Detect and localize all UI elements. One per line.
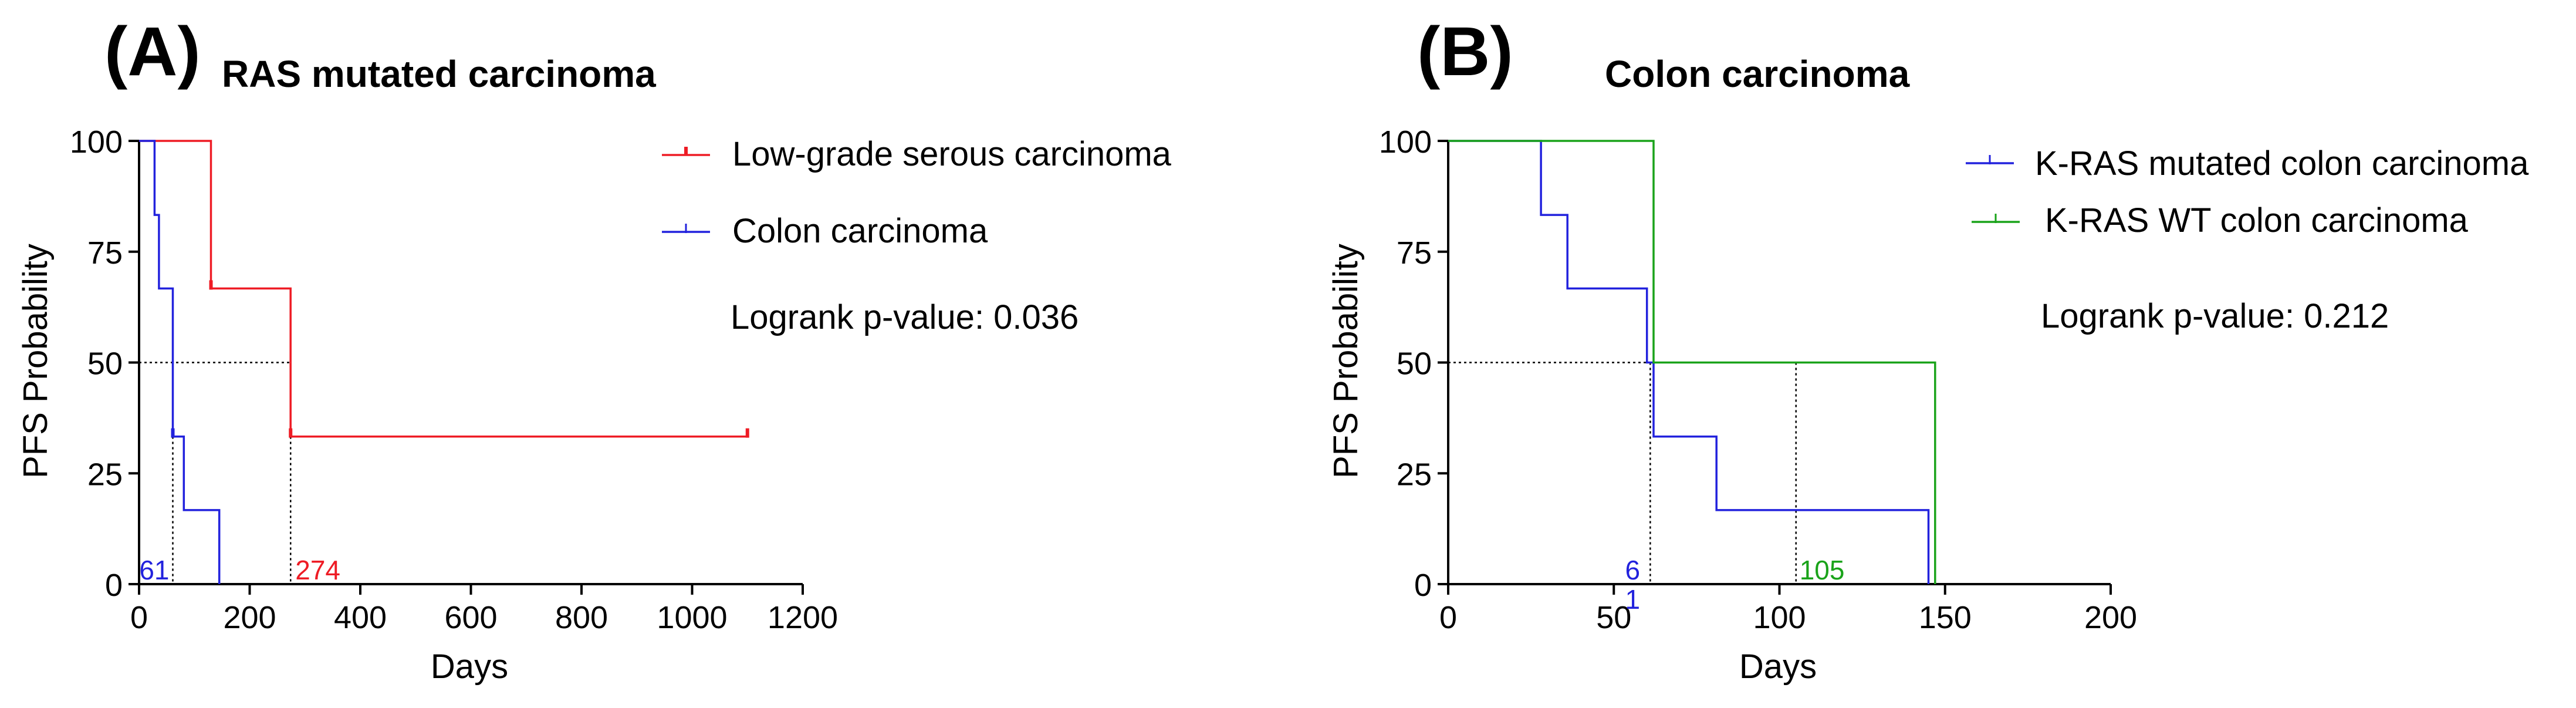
- survival-curve-1: [139, 140, 221, 584]
- x-tick-label: 0: [1439, 600, 1457, 635]
- panel-a-xlabel: Days: [431, 648, 508, 686]
- y-tick-label: 50: [87, 346, 123, 382]
- y-tick-label: 100: [70, 124, 123, 160]
- x-tick-label: 400: [334, 600, 387, 635]
- y-tick-label: 0: [1414, 568, 1432, 603]
- panel-b-logrank-annotation: Logrank p-value: 0.212: [2041, 297, 2389, 335]
- survival-curve-1: [1448, 140, 1936, 584]
- panel-a-survival-curves: [139, 140, 749, 584]
- panel-b-tick-labels: 0 25 50 75 100 0 50 100 150 200: [1379, 124, 2137, 635]
- panel-a-median-reference-lines: [139, 362, 292, 584]
- y-tick-label: 75: [1397, 235, 1432, 271]
- panel-b-legend-symbol-mutated: [1966, 155, 2014, 164]
- y-tick-label: 0: [105, 568, 123, 603]
- x-tick-label: 200: [2084, 600, 2137, 635]
- panel-b-legend-label-wt: K-RAS WT colon carcinoma: [2045, 201, 2469, 240]
- panel-a-legend-label-low-grade: Low-grade serous carcinoma: [732, 135, 1172, 173]
- panel-a: (A) RAS mutated carcinoma PFS Probabilit…: [16, 13, 1172, 686]
- y-tick-label: 75: [87, 235, 123, 271]
- panel-b-label: (B): [1417, 13, 1513, 90]
- panel-b-median-label-mutated-top: 6: [1625, 555, 1641, 585]
- x-tick-label: 0: [130, 600, 148, 635]
- panel-a-title: RAS mutated carcinoma: [222, 53, 656, 95]
- panel-b-ylabel: PFS Probability: [1327, 244, 1365, 478]
- survival-curve-0: [139, 140, 748, 438]
- panel-a-median-label-low-grade: 274: [295, 555, 340, 585]
- panel-a-ylabel: PFS Probability: [16, 244, 55, 478]
- panel-b-xlabel: Days: [1739, 648, 1817, 686]
- x-tick-label: 150: [1919, 600, 1972, 635]
- panel-b-axes: [1438, 140, 2112, 595]
- y-tick-label: 25: [87, 457, 123, 492]
- x-tick-label: 600: [444, 600, 497, 635]
- x-tick-label: 1000: [657, 600, 727, 635]
- x-tick-label: 1200: [768, 600, 838, 635]
- panel-b-legend: K-RAS mutated colon carcinoma K-RAS WT c…: [1966, 144, 2529, 240]
- y-tick-label: 100: [1379, 124, 1432, 160]
- panel-b-legend-label-mutated: K-RAS mutated colon carcinoma: [2035, 144, 2529, 183]
- panel-a-median-label-colon: 61: [139, 555, 169, 585]
- survival-curve-0: [1448, 140, 1930, 584]
- x-tick-label: 50: [1596, 600, 1631, 635]
- panel-b-median-label-wt: 105: [1800, 555, 1845, 585]
- panel-a-legend-symbol-colon: [662, 224, 710, 233]
- x-tick-label: 200: [223, 600, 276, 635]
- panel-b: (B) Colon carcinoma PFS Probability Days…: [1327, 13, 2529, 686]
- y-tick-label: 50: [1397, 346, 1432, 382]
- panel-a-label: (A): [104, 13, 201, 90]
- x-tick-label: 100: [1753, 600, 1806, 635]
- panel-a-legend: Low-grade serous carcinoma Colon carcino…: [662, 135, 1172, 250]
- panel-b-title: Colon carcinoma: [1605, 53, 1910, 95]
- x-tick-label: 800: [555, 600, 608, 635]
- panel-b-median-reference-lines: [1448, 362, 1797, 584]
- panel-a-legend-symbol-low-grade: [662, 147, 710, 156]
- y-tick-label: 25: [1397, 457, 1432, 492]
- panel-b-survival-curves: [1448, 140, 1936, 584]
- panel-a-axes: [129, 140, 804, 595]
- panel-b-median-label-mutated-bottom: 1: [1625, 584, 1641, 615]
- panel-b-legend-symbol-wt: [1972, 214, 2020, 223]
- panel-a-logrank-annotation: Logrank p-value: 0.036: [731, 298, 1079, 336]
- panel-a-legend-label-colon: Colon carcinoma: [732, 212, 988, 250]
